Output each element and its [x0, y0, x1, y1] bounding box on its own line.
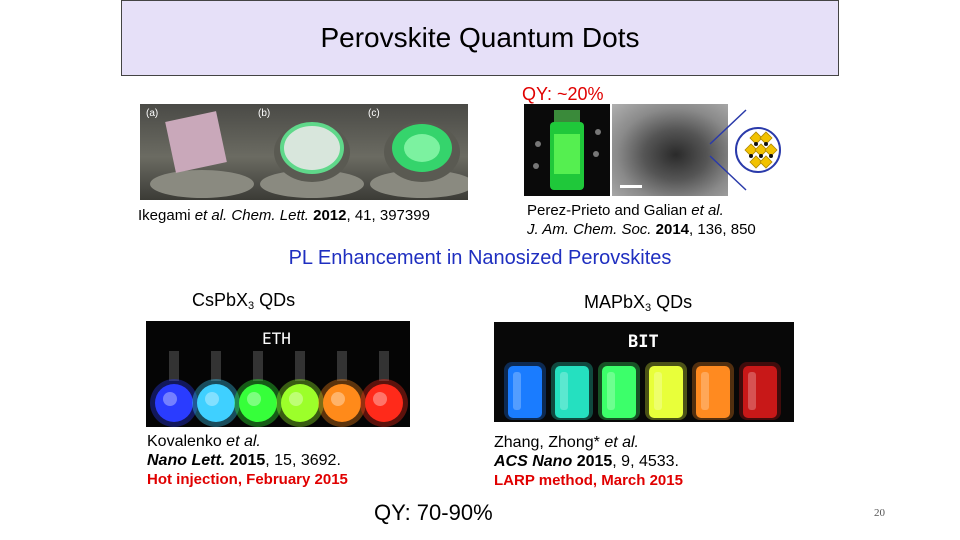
left-column-label: CsPbX3 QDs — [192, 290, 296, 312]
right-column-label: MAPbX3 QDs — [584, 292, 693, 314]
flasks-illustration — [150, 351, 408, 427]
vial-5 — [692, 362, 734, 420]
section-heading: PL Enhancement in Nanosized Perovskites — [288, 247, 672, 269]
flask-5 — [318, 351, 366, 427]
glowing-vial-illustration — [533, 110, 601, 190]
bit-label: BIT — [628, 332, 659, 352]
qy-top: QY: ~20% — [522, 84, 604, 104]
flask-3 — [234, 351, 282, 427]
left-method: Hot injection, February 2015 — [147, 471, 348, 488]
crystal-structure-illustration — [709, 109, 781, 191]
qy-bottom: QY: 70-90% — [374, 500, 493, 525]
vials-illustration — [504, 362, 781, 420]
vial-6 — [739, 362, 781, 420]
right-method: LARP method, March 2015 — [494, 472, 683, 489]
flask-6 — [360, 351, 408, 427]
top-left-photo: (a) (b) (c) — [140, 104, 468, 200]
vial-photo — [524, 104, 610, 196]
flask-2 — [192, 351, 240, 427]
bit-vials-photo: BIT — [494, 322, 794, 422]
top-right-citation: Perez-Prieto and Galian et al. J. Am. Ch… — [527, 202, 756, 238]
right-citation: Zhang, Zhong* et al. ACS Nano 2015, 9, 4… — [494, 434, 683, 489]
flask-1 — [150, 351, 198, 427]
flask-4 — [276, 351, 324, 427]
substrates-illustration — [150, 111, 468, 198]
vial-1 — [504, 362, 546, 420]
scale-bar — [620, 185, 642, 188]
tem-image — [612, 104, 728, 196]
title-box: Perovskite Quantum Dots — [121, 0, 839, 76]
top-left-citation: Ikegami et al. Chem. Lett. 2012, 41, 397… — [138, 207, 430, 224]
vial-3 — [598, 362, 640, 420]
eth-label: ETH — [262, 329, 291, 348]
slide-title: Perovskite Quantum Dots — [320, 22, 640, 53]
panel-label-a: (a) — [146, 108, 159, 119]
vial-2 — [551, 362, 593, 420]
panel-label-c: (c) — [368, 108, 380, 119]
page-number: 20 — [874, 507, 885, 519]
eth-flasks-photo: ETH — [146, 321, 410, 427]
panel-label-b: (b) — [258, 108, 271, 119]
left-citation: Kovalenko et al. Nano Lett. 2015, 15, 36… — [147, 433, 348, 488]
vial-4 — [645, 362, 687, 420]
